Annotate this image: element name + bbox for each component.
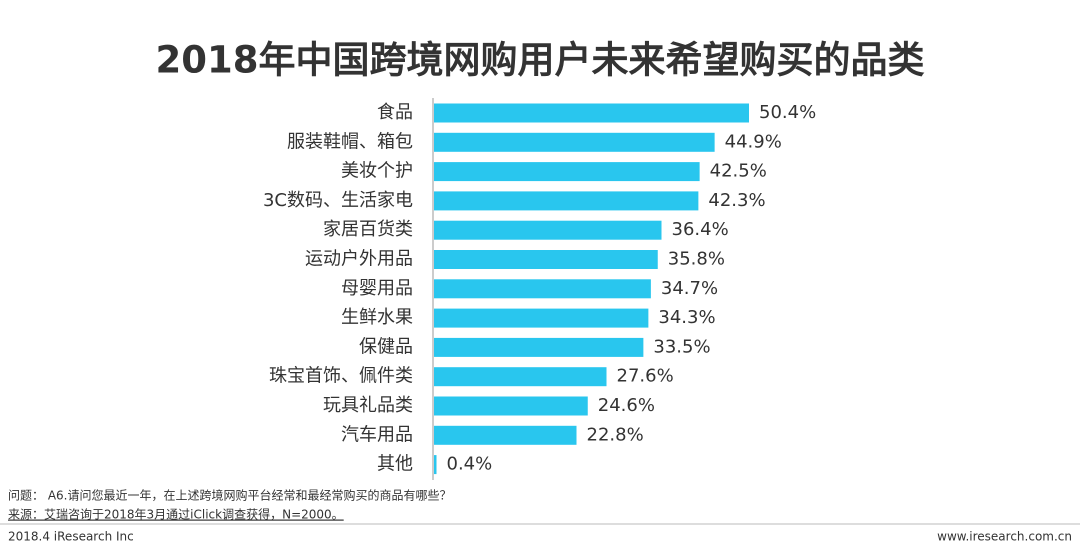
footer-right: www.iresearch.com.cn — [937, 530, 1072, 544]
value-label: 36.4% — [672, 219, 729, 240]
category-label: 生鲜水果 — [341, 307, 413, 328]
category-label: 珠宝首饰、佩件类 — [269, 366, 413, 387]
value-label: 27.6% — [617, 366, 674, 387]
bar — [434, 220, 662, 240]
value-label: 42.5% — [710, 161, 767, 182]
value-label: 22.8% — [587, 424, 644, 445]
bar — [434, 308, 649, 328]
value-label: 34.3% — [658, 307, 715, 328]
bar — [434, 162, 700, 182]
bar — [434, 425, 577, 445]
bar — [434, 367, 607, 387]
category-label: 食品 — [377, 102, 413, 123]
bar — [434, 103, 749, 123]
value-label: 44.9% — [725, 131, 782, 152]
value-label: 34.7% — [661, 278, 718, 299]
bar — [434, 191, 699, 211]
value-label: 24.6% — [598, 395, 655, 416]
category-label: 美妆个护 — [341, 161, 413, 182]
category-label: 母婴用品 — [341, 278, 413, 299]
value-label: 33.5% — [653, 336, 710, 357]
category-label: 服装鞋帽、箱包 — [287, 131, 413, 152]
bar — [434, 250, 658, 269]
value-label: 50.4% — [759, 102, 816, 123]
bar — [434, 396, 588, 416]
value-label: 42.3% — [708, 190, 765, 211]
bar — [434, 337, 644, 357]
note: 问题： A6.请问您最近一年，在上述跨境网购平台经常和最经常购买的商品有哪些？ — [8, 488, 451, 503]
bar — [434, 279, 651, 299]
chart-title: 2018年中国跨境网购用户未来希望购买的品类 — [156, 39, 925, 82]
bar — [434, 132, 715, 152]
value-label: 35.8% — [668, 249, 725, 270]
source: 来源：艾瑞咨询于2018年3月通过iClick调查获得，N=2000。 — [8, 507, 344, 522]
category-label: 家居百货类 — [323, 219, 413, 240]
bar — [434, 455, 437, 475]
category-label: 运动户外用品 — [305, 249, 413, 270]
category-label: 3C数码、生活家电 — [263, 190, 413, 211]
category-label: 其他 — [377, 454, 413, 475]
category-label: 汽车用品 — [341, 424, 413, 445]
category-label: 玩具礼品类 — [323, 395, 413, 416]
category-label: 保健品 — [359, 336, 413, 357]
footer-left: 2018.4 iResearch Inc — [8, 530, 134, 544]
value-label: 0.4% — [447, 454, 493, 475]
